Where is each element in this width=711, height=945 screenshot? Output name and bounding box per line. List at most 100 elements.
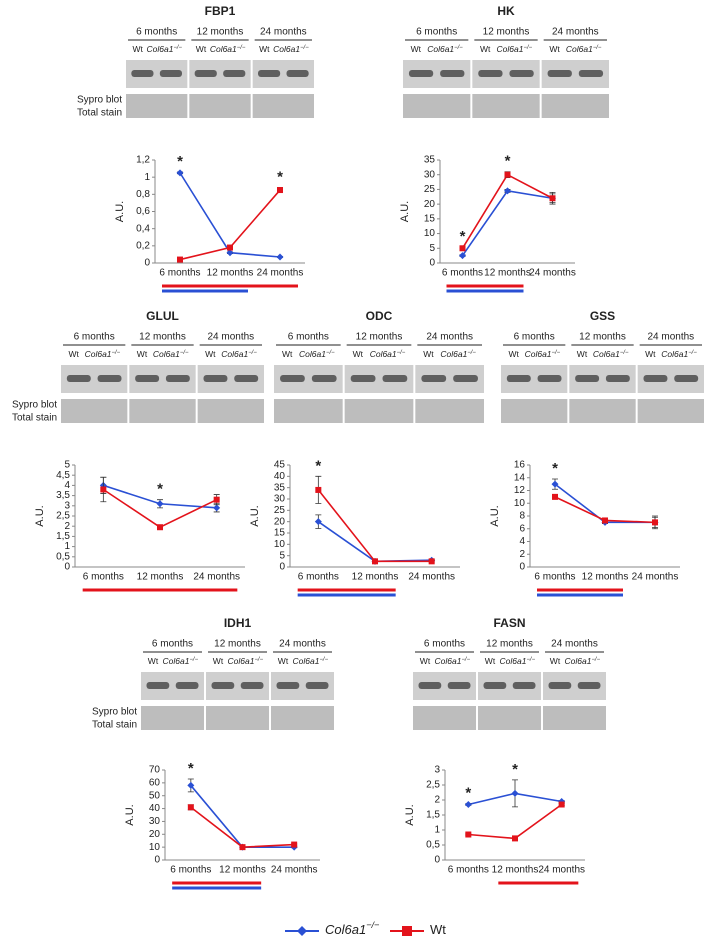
- stain: [472, 94, 540, 118]
- point: [459, 252, 466, 260]
- point: [558, 801, 565, 808]
- group-label: 24 months: [647, 332, 694, 343]
- label-text: Col6a1: [497, 44, 524, 54]
- group-label: 12 months: [483, 27, 530, 38]
- band: [478, 70, 503, 77]
- group-label: 6 months: [74, 332, 115, 343]
- label-text: Wt: [411, 44, 422, 54]
- band: [547, 70, 572, 77]
- point: [276, 253, 284, 261]
- stain: [206, 706, 269, 730]
- x-tick-label: 6 months: [83, 572, 124, 583]
- series-line: [190, 784, 295, 848]
- series-line: [190, 806, 295, 848]
- label-text: Col6a1: [147, 44, 174, 54]
- label-sup: −/−: [523, 45, 532, 51]
- band: [575, 375, 600, 382]
- label-text: Wt: [137, 349, 148, 359]
- label-sup: −/−: [237, 45, 246, 51]
- label: Wt: [68, 349, 79, 359]
- label: Col6a1−/−: [293, 656, 329, 666]
- y-tick-label: 16: [514, 460, 526, 471]
- label-text: Col6a1: [565, 656, 592, 666]
- stain: [126, 94, 188, 118]
- group-label: 12 months: [356, 332, 403, 343]
- label: Col6a1−/−: [325, 920, 379, 937]
- label-text: Col6a1: [593, 349, 620, 359]
- panel-title: FASN: [493, 616, 525, 630]
- significance-mark: *: [460, 228, 466, 245]
- group-label: 6 months: [136, 27, 177, 38]
- band: [280, 375, 305, 382]
- y-tick-label: 15: [424, 213, 436, 224]
- x-tick-label: 12 months: [137, 572, 184, 583]
- stain: [415, 399, 484, 423]
- band: [135, 375, 160, 382]
- stain: [344, 399, 414, 423]
- y-tick-label: 40: [149, 803, 161, 814]
- stain: [569, 399, 636, 423]
- y-tick-label: 40: [274, 471, 286, 482]
- label: Col6a1−/−: [299, 349, 335, 359]
- x-tick-label: 6 months: [159, 268, 200, 279]
- y-tick-label: 2: [64, 521, 70, 532]
- label: Col6a1−/−: [566, 44, 602, 54]
- label: Wt: [420, 656, 431, 666]
- label-text: Col6a1: [85, 349, 112, 359]
- label-text: Wt: [645, 349, 656, 359]
- label-text: Wt: [508, 349, 519, 359]
- label: Col6a1−/−: [210, 44, 246, 54]
- y-tick-label: 0: [154, 855, 160, 866]
- point: [464, 801, 472, 808]
- band: [131, 70, 154, 77]
- band: [453, 375, 478, 382]
- label: Wt: [411, 44, 422, 54]
- series-line: [461, 190, 553, 257]
- group-label: 6 months: [514, 332, 555, 343]
- band: [97, 375, 122, 382]
- band: [165, 375, 190, 382]
- label-text: Wt: [420, 656, 431, 666]
- label: Col6a1−/−: [593, 349, 629, 359]
- stain-label: Sypro blot: [92, 707, 137, 718]
- point: [213, 504, 221, 512]
- group-label: 6 months: [152, 639, 193, 650]
- band: [548, 682, 572, 689]
- series-line: [317, 521, 432, 563]
- x-tick-label: 12 months: [207, 268, 254, 279]
- point: [465, 831, 472, 838]
- point: [372, 558, 378, 565]
- point: [551, 480, 559, 488]
- label: Wt: [282, 349, 293, 359]
- point: [314, 518, 322, 526]
- x-tick-label: 6 months: [534, 572, 575, 583]
- label: Wt: [549, 44, 560, 54]
- y-tick-label: 6: [519, 523, 525, 534]
- point: [100, 486, 107, 493]
- group-label: 12 months: [486, 639, 533, 650]
- x-tick-label: 24 months: [529, 268, 576, 279]
- y-axis-label: A.U.: [114, 201, 126, 222]
- stain: [189, 94, 251, 118]
- y-tick-label: 10: [424, 228, 436, 239]
- y-tick-label: 60: [149, 777, 161, 788]
- label: Col6a1−/−: [85, 349, 121, 359]
- point: [552, 493, 558, 500]
- band: [223, 70, 246, 77]
- y-tick-label: 3: [434, 765, 440, 776]
- label-text: Col6a1: [370, 349, 397, 359]
- x-tick-label: 6 months: [442, 268, 483, 279]
- y-tick-label: 3: [64, 500, 70, 511]
- group-label: 24 months: [207, 332, 254, 343]
- stain: [197, 399, 264, 423]
- y-tick-label: 10: [514, 498, 526, 509]
- significance-mark: *: [505, 153, 511, 170]
- label-text: Col6a1: [500, 656, 527, 666]
- series-line: [468, 803, 563, 840]
- stain: [637, 399, 704, 423]
- y-tick-label: 10: [274, 539, 286, 550]
- label: Wt: [508, 349, 519, 359]
- y-tick-label: 2,5: [426, 780, 440, 791]
- label-text: Wt: [485, 656, 496, 666]
- point: [504, 187, 511, 195]
